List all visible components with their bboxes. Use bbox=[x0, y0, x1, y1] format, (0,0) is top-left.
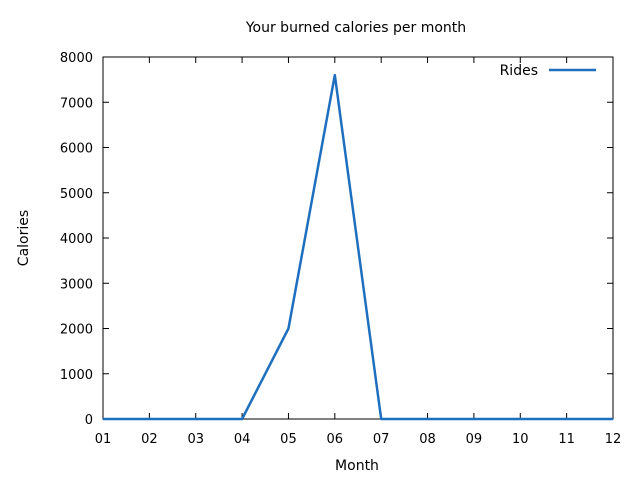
x-tick-label: 05 bbox=[280, 432, 297, 447]
series-line-rides bbox=[103, 73, 613, 421]
x-tick-label: 01 bbox=[95, 432, 112, 447]
x-tick-label: 02 bbox=[141, 432, 158, 447]
x-tick-label: 12 bbox=[605, 432, 622, 447]
y-tick-label: 8000 bbox=[60, 51, 93, 66]
y-tick-label: 2000 bbox=[60, 323, 93, 338]
y-tick-label: 1000 bbox=[60, 368, 93, 383]
x-tick-label: 06 bbox=[327, 432, 344, 447]
x-tick-label: 07 bbox=[373, 432, 390, 447]
y-tick-label: 3000 bbox=[60, 277, 93, 292]
chart-title: Your burned calories per month bbox=[245, 20, 466, 36]
legend: Rides bbox=[500, 63, 596, 79]
legend-label: Rides bbox=[500, 63, 538, 79]
x-tick-label: 04 bbox=[234, 432, 251, 447]
x-tick-label: 03 bbox=[187, 432, 204, 447]
x-axis-label: Month bbox=[335, 458, 379, 474]
y-tick-label: 7000 bbox=[60, 96, 93, 111]
x-tick-label: 08 bbox=[419, 432, 436, 447]
x-tick-label: 11 bbox=[558, 432, 575, 447]
y-tick-label: 6000 bbox=[60, 142, 93, 157]
y-tick-label: 4000 bbox=[60, 232, 93, 247]
y-tick-label: 0 bbox=[85, 413, 93, 428]
y-axis-label: Calories bbox=[16, 210, 32, 266]
x-tick-label: 09 bbox=[466, 432, 483, 447]
y-tick-label: 5000 bbox=[60, 187, 93, 202]
x-tick-label: 10 bbox=[512, 432, 529, 447]
axis-ticks: 0 1000 2000 3000 4000 5000 6000 7000 8000 01 02 03 0… bbox=[60, 51, 621, 447]
series-layer bbox=[103, 73, 613, 421]
